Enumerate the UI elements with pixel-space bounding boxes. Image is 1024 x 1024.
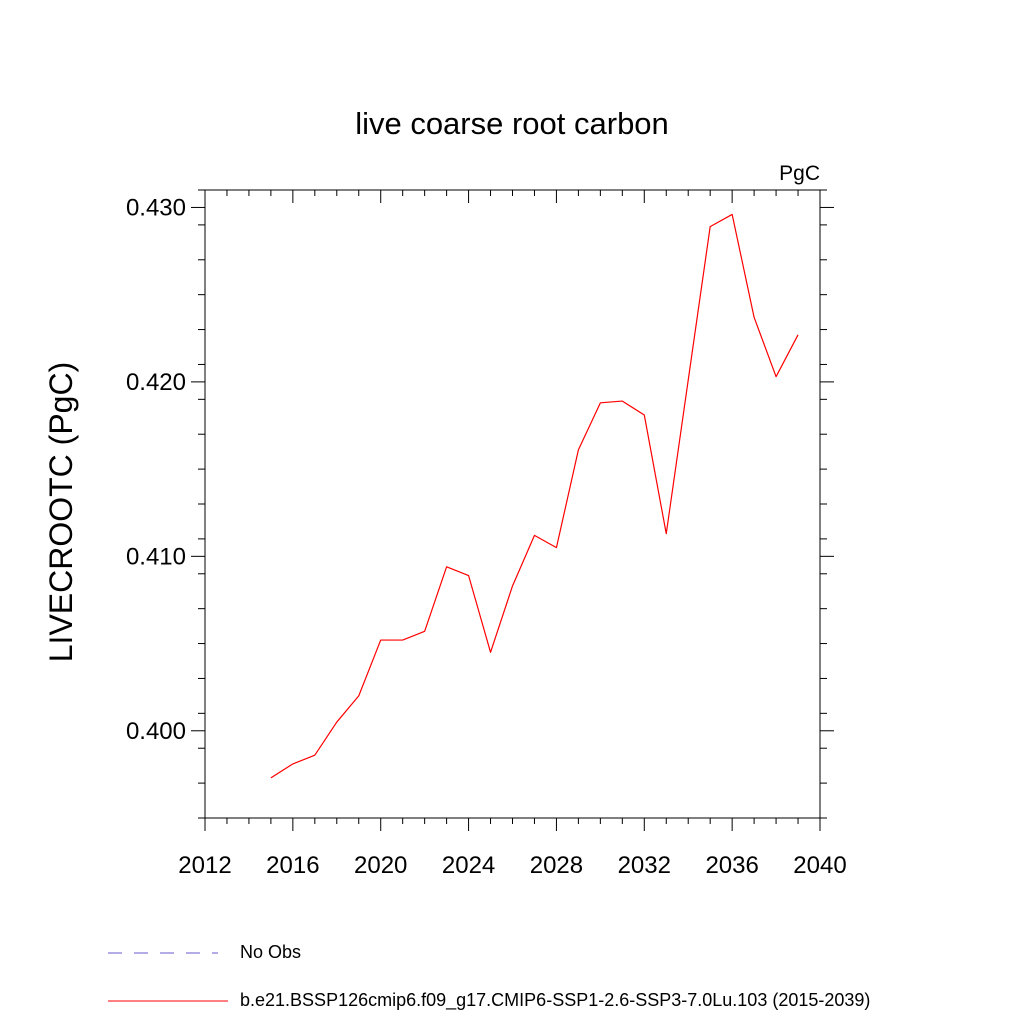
y-tick-labels: 0.400 0.410 0.420 0.430 [126, 194, 186, 744]
y-tick-label: 0.430 [126, 194, 186, 221]
units-label: PgC [779, 162, 820, 185]
x-tick-label: 2036 [705, 852, 758, 879]
legend-label-no-obs: No Obs [240, 942, 302, 962]
x-tick-label: 2032 [618, 852, 671, 879]
legend-label-model: b.e21.BSSP126cmip6.f09_g17.CMIP6-SSP1-2.… [240, 990, 871, 1010]
x-tick-label: 2024 [442, 852, 495, 879]
chart-title: live coarse root carbon [355, 106, 669, 141]
plot-frame [204, 189, 821, 819]
axis-ticks [191, 189, 834, 831]
y-tick-label: 0.410 [126, 543, 186, 570]
x-tick-label: 2012 [178, 852, 231, 879]
series-group [270, 213, 799, 779]
y-tick-label: 0.400 [126, 718, 186, 745]
y-axis-label: LIVECROOTC (PgC) [43, 362, 79, 662]
x-tick-labels: 2012 2016 2020 2024 2028 2032 2036 2040 [178, 852, 846, 879]
x-tick-label: 2040 [793, 852, 846, 879]
x-tick-label: 2016 [266, 852, 319, 879]
series-line-0 [270, 213, 799, 779]
x-tick-label: 2028 [530, 852, 583, 879]
x-tick-label: 2020 [354, 852, 407, 879]
y-tick-label: 0.420 [126, 369, 186, 396]
